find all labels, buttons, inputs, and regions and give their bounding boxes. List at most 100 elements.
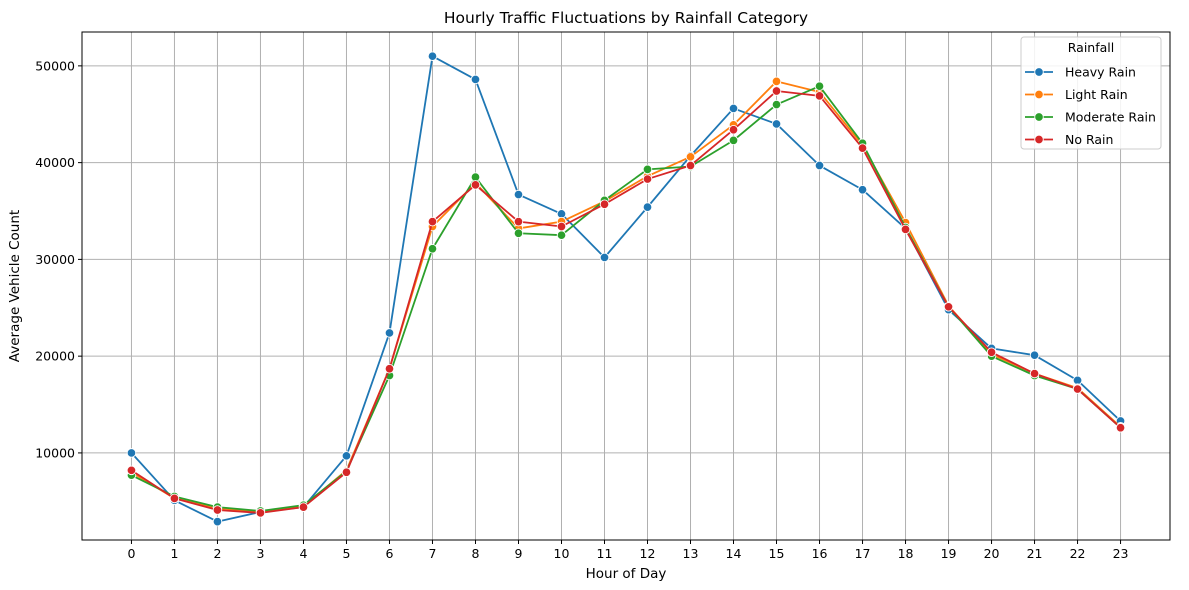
x-tick-label: 16 — [812, 546, 828, 561]
data-point-heavy-rain — [126, 448, 137, 458]
data-point-moderate-rain — [771, 99, 782, 110]
data-point-no-rain — [341, 467, 352, 478]
series-line-no-rain — [130, 90, 1122, 514]
data-point-moderate-rain — [814, 81, 825, 91]
data-point-no-rain — [857, 143, 868, 153]
x-tick-label: 7 — [429, 546, 437, 561]
legend-label: Heavy Rain — [1065, 65, 1136, 80]
data-point-no-rain — [986, 347, 997, 358]
data-point-heavy-rain — [427, 51, 438, 61]
y-tick-label: 40000 — [35, 155, 75, 170]
data-point-no-rain — [599, 199, 610, 209]
x-tick-label: 4 — [299, 546, 307, 561]
chart-title: Hourly Traffic Fluctuations by Rainfall … — [444, 9, 808, 27]
data-point-no-rain — [212, 505, 223, 515]
data-point-heavy-rain — [513, 189, 524, 200]
x-tick-label: 14 — [726, 546, 742, 561]
legend-item-light-rain: Light Rain — [1025, 87, 1128, 102]
axis-ticks: 0 1 2 3 4 5 6 7 8 9 10 11 12 13 14 15 16 17 18 19 20 21 22 2310… — [35, 58, 1128, 561]
legend-label: Moderate Rain — [1065, 110, 1156, 125]
plot-frame — [81, 31, 1171, 541]
x-tick-label: 0 — [127, 546, 135, 561]
data-point-no-rain — [771, 86, 782, 96]
y-axis-label: Average Vehicle Count — [7, 210, 23, 362]
x-tick-label: 23 — [1113, 546, 1129, 561]
x-tick-label: 20 — [984, 546, 1000, 561]
data-point-no-rain — [943, 302, 954, 312]
legend-marker — [1034, 89, 1044, 100]
data-point-moderate-rain — [427, 243, 438, 254]
legend-item-heavy-rain: Heavy Rain — [1025, 65, 1136, 80]
data-point-heavy-rain — [771, 119, 782, 129]
x-tick-label: 15 — [769, 546, 785, 561]
x-tick-label: 18 — [898, 546, 914, 561]
data-point-heavy-rain — [1029, 350, 1040, 360]
legend-marker — [1034, 134, 1044, 145]
data-point-heavy-rain — [384, 328, 395, 338]
data-point-light-rain — [685, 152, 696, 162]
legend-title: Rainfall — [1068, 40, 1114, 55]
data-point-no-rain — [298, 502, 309, 512]
data-point-heavy-rain — [642, 202, 653, 212]
x-axis-label: Hour of Day — [586, 566, 667, 582]
data-point-moderate-rain — [556, 230, 567, 240]
data-point-moderate-rain — [728, 135, 739, 146]
data-point-heavy-rain — [599, 252, 610, 263]
data-point-moderate-rain — [642, 164, 653, 175]
x-tick-label: 5 — [342, 546, 350, 561]
series-no-rain — [126, 86, 1126, 518]
data-point-no-rain — [900, 224, 911, 235]
x-tick-label: 11 — [597, 546, 613, 561]
legend: Rainfall Heavy Rain Light Rain Moderate Ra… — [1020, 36, 1162, 150]
x-tick-label: 3 — [256, 546, 264, 561]
series-layer — [126, 51, 1126, 527]
data-point-no-rain — [556, 221, 567, 232]
x-tick-label: 19 — [941, 546, 957, 561]
data-point-no-rain — [728, 124, 739, 135]
data-point-no-rain — [1029, 368, 1040, 379]
legend-item-moderate-rain: Moderate Rain — [1025, 110, 1156, 125]
legend-label: Light Rain — [1065, 87, 1128, 102]
legend-marker — [1034, 112, 1044, 122]
data-point-no-rain — [1115, 423, 1126, 433]
data-point-no-rain — [126, 465, 137, 476]
data-point-heavy-rain — [728, 103, 739, 114]
x-tick-label: 9 — [515, 546, 523, 561]
y-tick-label: 20000 — [35, 349, 75, 364]
x-tick-label: 12 — [640, 546, 656, 561]
x-tick-label: 10 — [554, 546, 570, 561]
data-point-moderate-rain — [513, 228, 524, 239]
data-point-heavy-rain — [212, 516, 223, 527]
data-point-no-rain — [470, 180, 481, 190]
data-point-no-rain — [642, 174, 653, 184]
data-point-heavy-rain — [341, 451, 352, 461]
x-tick-label: 6 — [386, 546, 394, 561]
x-tick-label: 17 — [855, 546, 871, 561]
data-point-light-rain — [771, 76, 782, 87]
data-point-heavy-rain — [470, 74, 481, 85]
y-tick-label: 10000 — [35, 445, 75, 460]
legend-marker — [1034, 67, 1044, 77]
data-point-no-rain — [255, 508, 266, 518]
data-point-no-rain — [1072, 384, 1083, 394]
data-point-no-rain — [384, 363, 395, 374]
data-point-no-rain — [513, 216, 524, 227]
legend-box — [1020, 36, 1162, 150]
legend-item-no-rain: No Rain — [1025, 132, 1113, 147]
x-tick-label: 2 — [213, 546, 221, 561]
legend-label: No Rain — [1065, 132, 1113, 147]
y-tick-label: 30000 — [35, 252, 75, 267]
data-point-heavy-rain — [857, 184, 868, 195]
data-point-no-rain — [814, 91, 825, 101]
x-tick-label: 22 — [1070, 546, 1086, 561]
y-tick-label: 50000 — [35, 58, 75, 73]
data-point-no-rain — [427, 216, 438, 227]
x-tick-label: 13 — [683, 546, 699, 561]
data-point-no-rain — [685, 160, 696, 171]
x-tick-label: 8 — [472, 546, 480, 561]
data-point-no-rain — [169, 493, 180, 504]
data-point-heavy-rain — [814, 160, 825, 171]
x-tick-label: 21 — [1027, 546, 1043, 561]
